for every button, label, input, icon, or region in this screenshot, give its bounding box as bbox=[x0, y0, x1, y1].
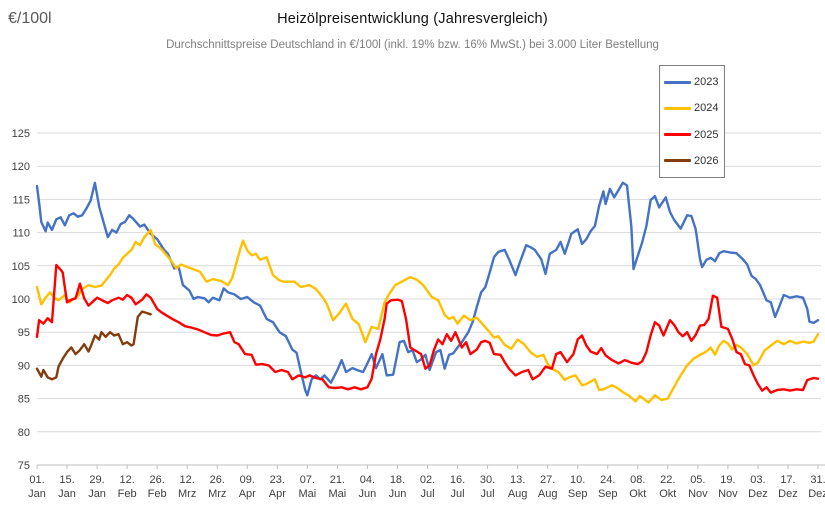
x-axis-tick-label-month: Mai bbox=[298, 488, 316, 500]
x-axis-tick-label-day: 05. bbox=[690, 474, 705, 486]
series-line-2026 bbox=[35, 310, 152, 381]
y-axis-tick-label: 75 bbox=[18, 460, 30, 472]
legend-color-swatch bbox=[664, 159, 691, 163]
x-axis-tick-label-day: 18. bbox=[390, 474, 405, 486]
x-axis-tick-label-month: Mrz bbox=[178, 488, 196, 500]
x-axis-tick-label-month: Aug bbox=[538, 488, 558, 500]
x-axis-tick-label-month: Okt bbox=[629, 488, 646, 500]
chart-subtitle: Durchschnittspreise Deutschland in €/100… bbox=[166, 39, 659, 51]
x-axis-tick-label-month: Aug bbox=[508, 488, 528, 500]
x-axis-tick-label-day: 30. bbox=[480, 474, 495, 486]
x-axis-tick-label-month: Dez bbox=[748, 488, 768, 500]
x-axis-tick-label-month: Feb bbox=[118, 488, 137, 500]
y-axis-tick-label: 110 bbox=[12, 228, 30, 240]
x-axis-tick-label-month: Jul bbox=[420, 488, 434, 500]
series-line-2024 bbox=[35, 228, 820, 404]
x-axis-tick-label-day: 03. bbox=[750, 474, 765, 486]
x-axis-tick-label-day: 31. bbox=[810, 474, 825, 486]
x-axis-tick-label-day: 27. bbox=[540, 474, 555, 486]
legend-item-label: 2023 bbox=[694, 76, 719, 89]
legend-color-swatch bbox=[664, 80, 691, 84]
x-axis-tick-label-month: Mai bbox=[329, 488, 347, 500]
x-axis-tick-label-month: Sep bbox=[598, 488, 618, 500]
legend-item-2024: 2024 bbox=[664, 96, 724, 120]
x-axis-tick-label-day: 12. bbox=[180, 474, 195, 486]
x-axis-tick-label-month: Jun bbox=[389, 488, 407, 500]
x-axis-tick-label-day: 07. bbox=[300, 474, 315, 486]
series-line-2025 bbox=[35, 263, 820, 394]
x-axis-tick-label-day: 24. bbox=[600, 474, 615, 486]
y-axis-tick-label: 85 bbox=[18, 394, 30, 406]
x-axis-tick-label-day: 29. bbox=[89, 474, 104, 486]
x-axis-tick-label-day: 26. bbox=[210, 474, 225, 486]
x-axis-tick-label-day: 22. bbox=[660, 474, 675, 486]
x-axis-tick-label-month: Nov bbox=[718, 488, 738, 500]
x-axis-tick-label-month: Okt bbox=[659, 488, 676, 500]
x-axis-tick-label-month: Jan bbox=[88, 488, 106, 500]
y-axis-tick-label: 105 bbox=[12, 261, 30, 273]
x-axis-tick-label-day: 23. bbox=[270, 474, 285, 486]
x-axis-tick-label-day: 13. bbox=[510, 474, 525, 486]
x-axis-tick-label-month: Jul bbox=[481, 488, 495, 500]
legend-item-label: 2025 bbox=[694, 128, 719, 141]
legend-color-swatch bbox=[664, 133, 691, 137]
x-axis-tick-label-day: 16. bbox=[450, 474, 465, 486]
x-axis-tick-label-month: Feb bbox=[148, 488, 167, 500]
x-axis-tick-label-month: Nov bbox=[688, 488, 708, 500]
y-axis-tick-label: 120 bbox=[12, 161, 30, 173]
legend-color-swatch bbox=[664, 106, 691, 110]
x-axis-tick-label-day: 21. bbox=[330, 474, 345, 486]
legend-item-2026: 2026 bbox=[664, 149, 724, 173]
x-axis-tick-label-day: 12. bbox=[119, 474, 134, 486]
x-axis-tick-label-day: 09. bbox=[240, 474, 255, 486]
x-axis-tick-label-month: Apr bbox=[239, 488, 256, 500]
x-axis-tick-label-month: Jun bbox=[359, 488, 377, 500]
x-axis-tick-label-day: 10. bbox=[570, 474, 585, 486]
y-axis-tick-label: 80 bbox=[18, 427, 30, 439]
legend-item-2025: 2025 bbox=[664, 123, 724, 147]
x-axis-tick-label-day: 26. bbox=[150, 474, 165, 486]
x-axis-tick-label-day: 17. bbox=[780, 474, 795, 486]
x-axis-tick-label-day: 15. bbox=[59, 474, 74, 486]
y-axis-tick-label: 125 bbox=[12, 128, 30, 140]
x-axis-tick-label-day: 19. bbox=[720, 474, 735, 486]
y-axis-tick-label: 100 bbox=[12, 294, 30, 306]
y-axis-tick-label: 95 bbox=[18, 327, 30, 339]
x-axis-tick-label-month: Dez bbox=[808, 488, 825, 500]
legend-item-2023: 2023 bbox=[664, 70, 724, 94]
x-axis-tick-label-month: Dez bbox=[778, 488, 798, 500]
y-axis-tick-label: 90 bbox=[18, 360, 30, 372]
x-axis-tick-label-day: 04. bbox=[360, 474, 375, 486]
x-axis-tick-label-month: Jan bbox=[28, 488, 46, 500]
x-axis-tick-label-month: Jul bbox=[451, 488, 465, 500]
y-axis-tick-label: 115 bbox=[12, 194, 30, 206]
x-axis-tick-label-day: 08. bbox=[630, 474, 645, 486]
x-axis-tick-label-month: Apr bbox=[269, 488, 286, 500]
x-axis-tick-label-month: Jan bbox=[58, 488, 76, 500]
x-axis-tick-label-day: 02. bbox=[420, 474, 435, 486]
legend-item-label: 2026 bbox=[694, 154, 719, 167]
chart-legend: 2023 2024 2025 2026 bbox=[659, 65, 725, 178]
y-axis-unit-label: €/100l bbox=[8, 10, 52, 27]
x-axis-tick-label-month: Sep bbox=[568, 488, 588, 500]
x-axis-tick-label-day: 01. bbox=[29, 474, 44, 486]
x-axis-tick-label-month: Mrz bbox=[208, 488, 226, 500]
legend-item-label: 2024 bbox=[694, 102, 719, 115]
chart-title: Heizölpreisentwicklung (Jahresvergleich) bbox=[277, 11, 548, 27]
